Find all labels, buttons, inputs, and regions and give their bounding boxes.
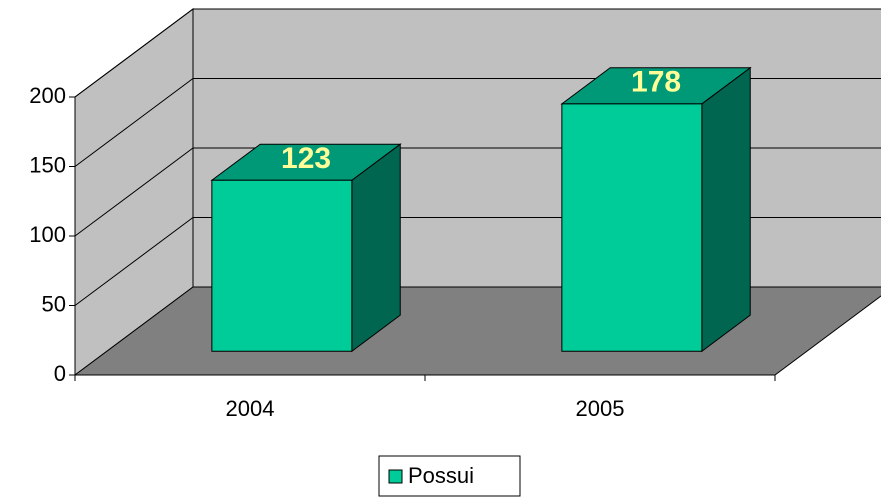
y-tick-label: 150 — [29, 152, 66, 177]
marks: 123 178 — [210, 66, 752, 353]
y-tick-label: 100 — [29, 222, 66, 247]
bar-side — [701, 66, 751, 353]
grid-line — [74, 8, 881, 98]
y-tick-label: 200 — [29, 83, 66, 108]
legend: Possui — [378, 455, 521, 497]
legend-label: Possui — [408, 463, 474, 488]
bar — [561, 103, 703, 352]
y-tick-label: 50 — [42, 291, 66, 316]
chart-walls: 0 50 100 150 200 2004 2005 — [29, 8, 881, 421]
y-tick-label: 0 — [54, 361, 66, 386]
x-tick-label: 2005 — [576, 396, 625, 421]
legend-box — [378, 455, 521, 497]
floor — [73, 286, 881, 376]
value-label: 178 — [631, 66, 681, 99]
x-tick-label: 2004 — [226, 396, 275, 421]
legend-swatch — [388, 469, 403, 484]
value-label: 123 — [281, 142, 331, 175]
bar — [211, 179, 353, 352]
